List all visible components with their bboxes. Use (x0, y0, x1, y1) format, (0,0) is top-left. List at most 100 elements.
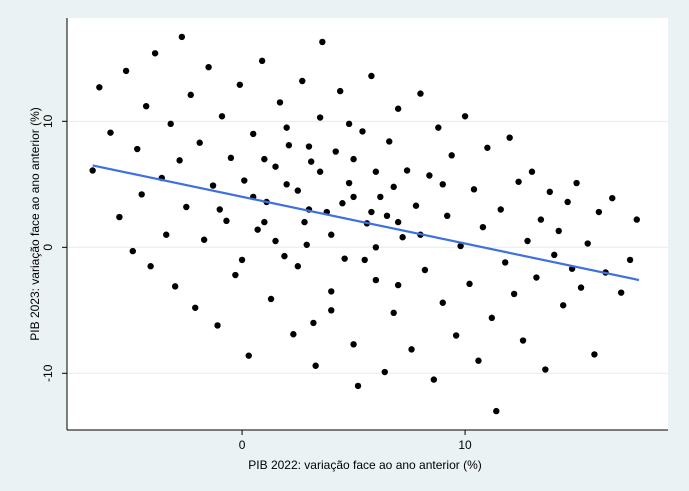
scatter-point (551, 251, 558, 259)
scatter-point (200, 236, 208, 243)
scatter-point (359, 128, 366, 135)
scatter-point (241, 177, 248, 184)
scatter-point (245, 352, 252, 359)
scatter-point (372, 244, 380, 251)
scatter-point (510, 290, 518, 298)
scatter-point (394, 281, 402, 289)
scatter-point (537, 216, 545, 223)
scatter-point (354, 382, 362, 390)
scatter-point (609, 194, 616, 202)
scatter-point (448, 152, 455, 159)
scatter-point (361, 256, 368, 264)
scatter-point (488, 314, 496, 322)
scatter-point (129, 247, 136, 255)
scatter-point (403, 167, 411, 174)
scatter-point (316, 168, 324, 175)
scatter-point (310, 319, 317, 327)
scatter-point (345, 120, 353, 128)
scatter-point (421, 266, 429, 274)
scatter-point (368, 72, 375, 80)
scatter-point (261, 218, 268, 226)
scatter-point (134, 145, 141, 153)
scatter-point (283, 181, 290, 188)
scatter-point (272, 237, 279, 245)
scatter-point (290, 331, 297, 338)
scatter-point (493, 407, 500, 415)
scatter-point (555, 227, 562, 235)
scatter-point (283, 124, 290, 131)
scatter-point (232, 271, 239, 279)
scatter-point (519, 337, 527, 344)
scatter-point (107, 129, 114, 136)
scatter-point (138, 191, 145, 198)
scatter-point (301, 218, 308, 226)
scatter-point (183, 203, 190, 211)
scatter-point (307, 158, 315, 165)
scatter-point (96, 84, 103, 91)
scatter-point (122, 67, 130, 75)
scatter-point (470, 186, 478, 193)
scatter-point (328, 307, 335, 314)
scatter-point (502, 259, 509, 266)
scatter-point (559, 302, 567, 309)
scatter-point (142, 102, 150, 110)
scatter-point (178, 33, 186, 41)
scatter-point (457, 242, 464, 250)
scatter-point (250, 130, 257, 138)
scatter-point (372, 276, 380, 284)
scatter-point (439, 299, 446, 306)
scatter-point (341, 255, 348, 262)
scatter-point (192, 304, 199, 311)
scatter-point (163, 231, 170, 238)
scatter-point (506, 134, 513, 141)
scatter-point (595, 208, 603, 216)
scatter-point (479, 223, 487, 231)
scatter-point (89, 167, 96, 174)
scatter-point (626, 256, 634, 264)
scatter-point (390, 183, 397, 191)
scatter-point (223, 217, 230, 225)
scatter-point (399, 234, 406, 241)
scatter-point (383, 212, 391, 220)
scatter-point (151, 50, 159, 57)
scatter-point (303, 241, 310, 248)
scatter-point (254, 226, 261, 233)
scatter-point (484, 144, 491, 151)
scatter-point (546, 188, 554, 196)
scatter-point (299, 77, 306, 85)
scatter-point (435, 124, 442, 131)
scatter-point (258, 57, 266, 65)
scatter-point (412, 202, 420, 209)
y-tick-label: 10 (41, 114, 55, 128)
scatter-point (417, 90, 424, 97)
scatter-point (261, 155, 268, 163)
scatter-point (394, 218, 402, 226)
scatter-point (524, 237, 531, 245)
x-axis-title: PIB 2022: variação face ao ano anterior … (248, 458, 481, 472)
scatter-point (617, 289, 625, 296)
scatter-point (350, 341, 357, 348)
scatter-point (116, 213, 123, 221)
scatter-point (319, 38, 326, 46)
x-tick-label: 0 (239, 438, 246, 452)
scatter-point (444, 212, 451, 220)
scatter-point (227, 154, 235, 162)
scatter-point (285, 142, 293, 149)
scatter-point (332, 148, 339, 155)
scatter-point (390, 309, 397, 317)
y-tick-label: 0 (41, 244, 55, 251)
scatter-point (633, 216, 640, 223)
scatter-point (187, 91, 194, 99)
scatter-point (236, 81, 244, 88)
x-tick-label: 10 (458, 438, 472, 452)
scatter-point (591, 351, 598, 358)
scatter-point (147, 263, 154, 270)
scatter-point (272, 163, 279, 170)
scatter-point (205, 63, 212, 71)
y-axis-title: PIB 2023: variação face ao ano anterior … (28, 107, 42, 340)
scatter-point (394, 105, 402, 112)
scatter-point (497, 206, 504, 213)
fit-line (92, 164, 640, 282)
scatter-point (339, 200, 346, 207)
